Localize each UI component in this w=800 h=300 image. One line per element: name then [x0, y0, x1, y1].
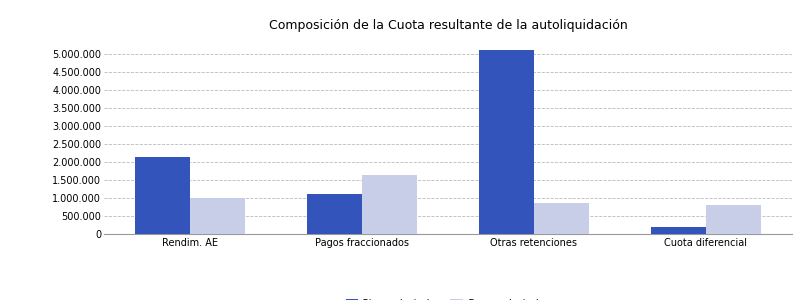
Bar — [650, 227, 706, 234]
Legend: Sin asalariados, Con asalariados: Sin asalariados, Con asalariados — [342, 295, 554, 300]
Bar — [135, 157, 190, 234]
Bar — [362, 175, 417, 234]
Bar — [534, 203, 589, 234]
Bar — [190, 198, 246, 234]
Bar — [479, 50, 534, 234]
Bar — [307, 194, 362, 234]
Bar — [706, 205, 761, 234]
Title: Composición de la Cuota resultante de la autoliquidación: Composición de la Cuota resultante de la… — [269, 19, 627, 32]
